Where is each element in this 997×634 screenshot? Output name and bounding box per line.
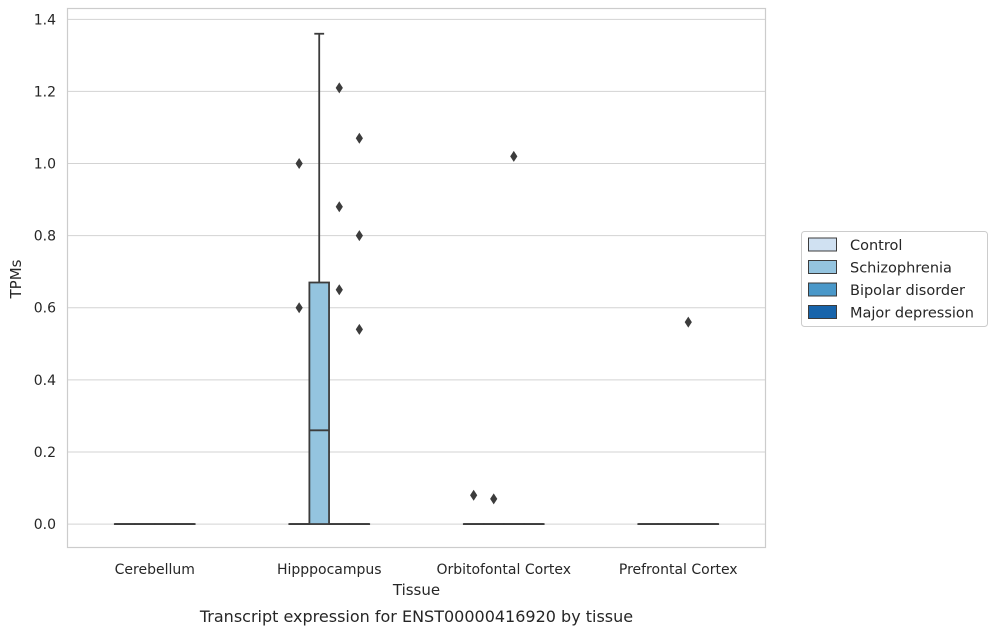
grid-lines [67, 18, 766, 525]
legend-swatch [808, 305, 837, 319]
legend-label: Major depression [850, 306, 974, 322]
box-body [308, 281, 330, 525]
box [462, 489, 485, 525]
box [308, 32, 330, 525]
x-tick-label: Prefrontal Cortex [619, 562, 738, 578]
outlier-point [295, 158, 303, 170]
y-tick-label: 0.6 [34, 301, 56, 317]
x-tick-label: Orbitofontal Cortex [436, 562, 571, 578]
box-series [113, 32, 720, 525]
outlier-point [490, 493, 498, 505]
legend-label: Schizophrenia [850, 261, 952, 277]
outlier-point [355, 230, 363, 242]
y-tick-label: 0.2 [34, 445, 56, 461]
outlier-point [510, 150, 518, 162]
x-axis-ticks: Cerebellum Hipppocampus Orbitofontal Corte… [115, 562, 738, 578]
y-tick-label: 1.0 [34, 157, 56, 173]
y-axis-title: TPMs [7, 259, 25, 299]
series-major-depression [174, 132, 720, 525]
box [482, 493, 505, 525]
outlier-point [470, 489, 478, 501]
legend: Control Schizophrenia Bipolar disorder Majo… [801, 231, 988, 327]
legend-label: Control [850, 238, 902, 254]
x-tick-label: Cerebellum [115, 562, 195, 578]
box [348, 132, 371, 525]
y-axis-ticks: 0.0 0.2 0.4 0.6 0.8 1.0 1.2 1.4 [34, 12, 56, 533]
plot-frame [66, 7, 767, 549]
outlier-point [684, 316, 692, 328]
y-tick-label: 1.2 [34, 84, 56, 100]
legend-swatch [808, 237, 837, 252]
series-control [113, 158, 659, 525]
outlier-point [355, 323, 363, 335]
outlier-point [335, 284, 343, 296]
legend-items: Control Schizophrenia Bipolar disorder Majo… [808, 237, 974, 322]
outlier-point [335, 201, 343, 213]
box [328, 82, 351, 525]
box [503, 150, 525, 525]
x-axis-title: Tissue [392, 581, 440, 599]
y-tick-label: 0.0 [34, 517, 56, 533]
legend-swatch [808, 260, 837, 274]
box [288, 158, 310, 525]
series-bipolar-disorder [154, 82, 700, 525]
outlier-point [355, 132, 363, 144]
legend-label: Bipolar disorder [850, 283, 965, 299]
outlier-point [295, 302, 303, 314]
y-tick-label: 1.4 [34, 12, 56, 28]
box [677, 316, 700, 525]
x-tick-label: Hipppocampus [277, 562, 382, 578]
y-tick-label: 0.8 [34, 229, 56, 245]
y-tick-label: 0.4 [34, 373, 56, 389]
legend-frame [801, 231, 988, 327]
legend-swatch [808, 282, 837, 297]
chart-caption: Transcript expression for ENST0000041692… [199, 607, 633, 626]
outlier-point [335, 82, 343, 94]
series-schizophrenia [133, 32, 679, 525]
